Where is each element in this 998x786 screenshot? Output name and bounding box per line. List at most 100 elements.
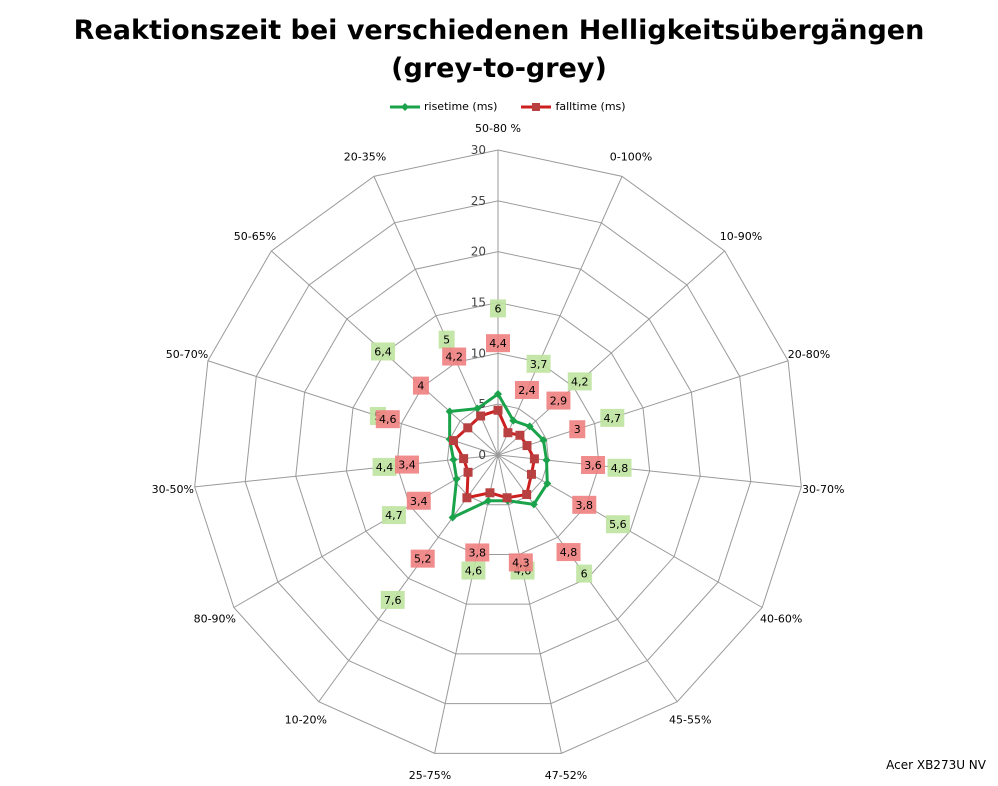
data-point-risetime: [448, 513, 457, 522]
grid-ring: [446, 403, 550, 506]
data-point-falltime: [463, 423, 473, 433]
chart-subtitle: (grey-to-grey): [391, 53, 607, 84]
grid-ring: [244, 200, 752, 705]
data-label-bg: [372, 457, 397, 476]
data-label-risetime: 4,6: [465, 565, 483, 578]
data-label-bg: [581, 455, 606, 474]
data-label-bg: [371, 342, 396, 361]
data-label-falltime: 4: [417, 380, 424, 393]
data-point-falltime: [462, 493, 472, 503]
axis-spoke: [194, 454, 499, 488]
data-point-falltime: [502, 493, 512, 503]
data-label-bg: [546, 391, 571, 410]
data-label-bg: [572, 495, 597, 514]
data-point-risetime: [449, 455, 458, 464]
axis-label: 50-80 %: [475, 122, 521, 135]
axis-label: 0-100%: [610, 150, 652, 163]
data-label-risetime: 5,6: [609, 518, 627, 531]
data-label-bg: [567, 372, 592, 391]
data-label-falltime: 4,6: [379, 413, 397, 426]
axis-label: 20-35%: [344, 150, 386, 163]
data-point-falltime: [522, 441, 532, 451]
radial-tick-label: 20: [471, 245, 486, 259]
radial-tick-label: 10: [471, 346, 486, 360]
legend-swatch-risetime: [390, 102, 420, 111]
data-point-falltime: [503, 428, 513, 438]
data-label-bg: [605, 515, 630, 534]
data-label-bg: [395, 455, 420, 474]
data-label-bg: [600, 408, 625, 427]
axis-label: 10-20%: [285, 714, 327, 727]
axis-label: 30-50%: [152, 483, 194, 496]
axis-label: 10-90%: [720, 230, 762, 243]
data-point-falltime: [493, 405, 503, 415]
legend-label-risetime: risetime (ms): [424, 100, 498, 113]
data-label-falltime: 4,8: [560, 546, 578, 559]
grid-ring: [345, 301, 651, 605]
data-label-falltime: 2,9: [550, 395, 568, 408]
legend-label-falltime: falltime (ms): [555, 100, 626, 113]
data-label-bg: [438, 330, 455, 349]
axis-spoke: [497, 454, 763, 608]
data-point-falltime: [463, 467, 473, 477]
data-label-bg: [442, 347, 467, 366]
radial-tick-label: 15: [471, 296, 486, 310]
axis-label: 50-70%: [166, 348, 208, 361]
axis-label: 40-60%: [760, 613, 802, 626]
data-point-risetime: [525, 422, 534, 431]
data-label-bg: [406, 491, 431, 510]
data-label-falltime: 3,6: [584, 459, 602, 472]
data-point-risetime: [539, 436, 548, 445]
axis-label: 30-70%: [802, 483, 844, 496]
data-label-risetime: 6: [581, 568, 588, 581]
data-label-bg: [486, 334, 510, 353]
data-label-risetime: 4,4: [376, 461, 394, 474]
data-point-falltime: [476, 411, 486, 421]
axis-label: 45-55%: [669, 714, 711, 727]
data-point-risetime: [494, 390, 502, 398]
chart-title-line1: Reaktionszeit bei verschiedenen Helligke…: [73, 15, 925, 46]
data-label-falltime: 3: [574, 423, 581, 436]
axis-spoke: [233, 454, 499, 608]
legend-item-risetime: risetime (ms): [390, 100, 497, 113]
data-label-bg: [461, 561, 486, 580]
radial-tick-label: 25: [471, 194, 486, 208]
axis-spoke: [497, 250, 725, 456]
data-point-risetime: [445, 407, 454, 416]
axis-label: 80-90%: [194, 613, 236, 626]
axis-label: 47-52%: [545, 769, 587, 782]
data-label-bg: [380, 590, 405, 609]
data-label-falltime: 2,4: [518, 384, 536, 397]
grid-ring: [396, 352, 600, 555]
axis-label: 25-75%: [409, 769, 451, 782]
series-line-falltime: [451, 408, 536, 500]
data-point-falltime: [449, 436, 459, 446]
data-point-falltime: [459, 454, 469, 464]
axis-label: 20-80%: [788, 348, 830, 361]
data-label-bg: [465, 543, 490, 562]
legend: risetime (ms) falltime (ms): [390, 100, 626, 113]
axis-spoke: [497, 176, 623, 456]
data-label-risetime: 6,4: [374, 345, 392, 358]
data-label-risetime: 3,7: [530, 358, 548, 371]
chart-title: Reaktionszeit bei verschiedenen Helligke…: [0, 12, 998, 88]
data-point-falltime: [515, 430, 525, 440]
data-label-risetime: 4,7: [604, 412, 622, 425]
data-label-falltime: 4,3: [512, 556, 530, 569]
data-label-bg: [375, 410, 400, 429]
radial-tick-label: 0: [478, 448, 486, 462]
data-label-falltime: 4,2: [445, 351, 463, 364]
data-point-falltime: [485, 488, 495, 498]
data-point-falltime: [529, 454, 539, 464]
data-label-risetime: 4,2: [571, 375, 589, 388]
data-label-falltime: 5,2: [414, 553, 432, 566]
data-point-risetime: [484, 496, 493, 505]
data-label-falltime: 3,4: [410, 495, 428, 508]
legend-item-falltime: falltime (ms): [521, 100, 626, 113]
data-point-risetime: [473, 404, 482, 413]
data-label-bg: [576, 564, 593, 583]
data-label-risetime: 5: [443, 334, 450, 347]
data-point-falltime: [522, 489, 532, 499]
footer-model-name: Acer XB273U NV: [886, 758, 986, 772]
legend-swatch-falltime: [521, 102, 552, 111]
